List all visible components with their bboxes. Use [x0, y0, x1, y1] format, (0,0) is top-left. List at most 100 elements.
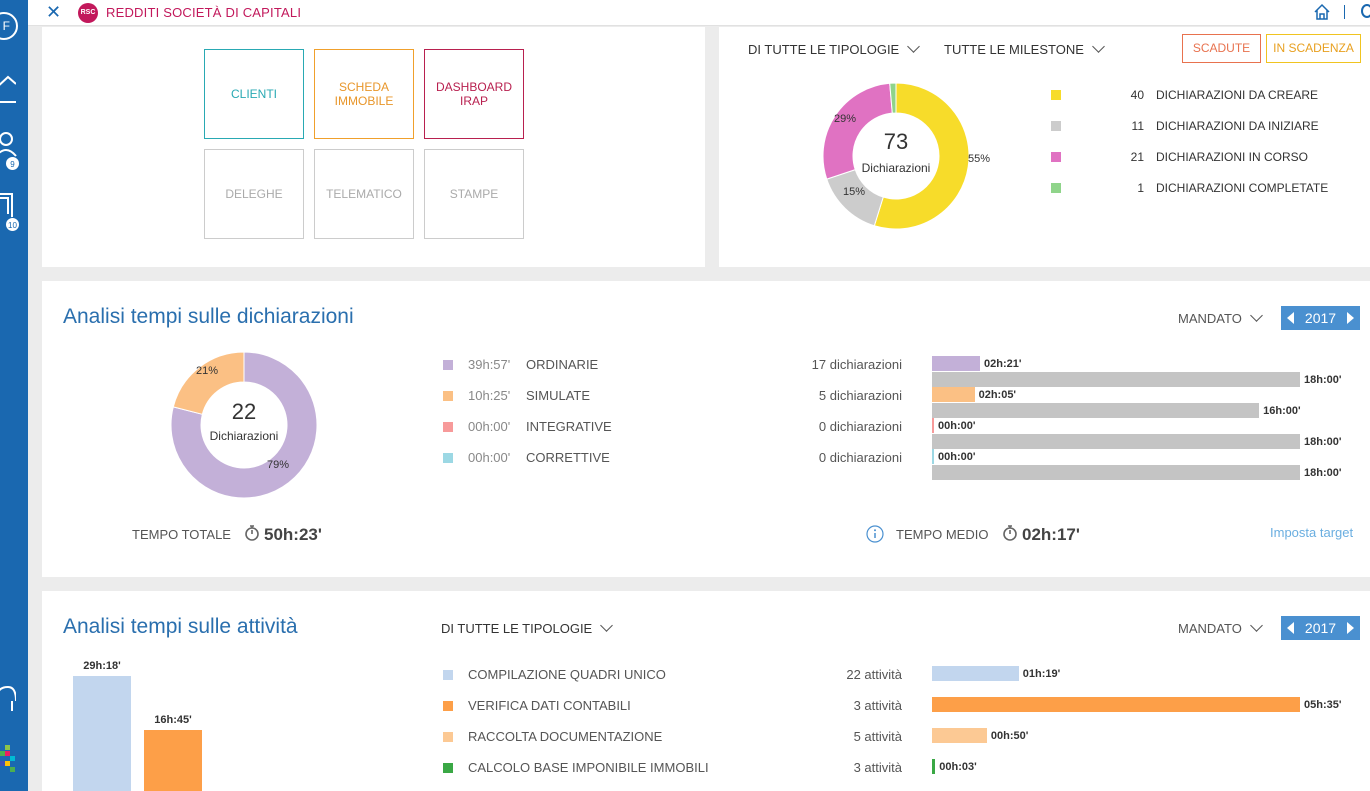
row-time: 10h:25' [468, 388, 511, 403]
tile-deleghe[interactable]: DELEGHE [204, 149, 304, 239]
column-bar[interactable] [73, 676, 131, 791]
imposta-target-link[interactable]: Imposta target [1270, 525, 1354, 540]
target-bar[interactable] [932, 403, 1260, 418]
tipologie-dropdown-label: DI TUTTE LE TIPOLOGIE [748, 42, 900, 57]
next-year-icon[interactable] [1347, 622, 1354, 634]
column-bar-value: 16h:45' [154, 713, 192, 726]
app-title: REDDITI SOCIETÀ DI CAPITALI [106, 5, 302, 20]
close-icon[interactable]: ✕ [46, 2, 62, 22]
chevron-down-icon [1092, 40, 1105, 53]
attivita-tipologie-dropdown[interactable]: DI TUTTE LE TIPOLOGIE [441, 619, 614, 636]
legend-swatch [443, 422, 453, 432]
legend-label[interactable]: DICHIARAZIONI COMPLETATE [1156, 181, 1329, 195]
milestone-dropdown-label: TUTTE LE MILESTONE [944, 42, 1084, 57]
tile-dashboard-irap[interactable]: DASHBOARD IRAP [424, 49, 524, 139]
legend-label[interactable]: DICHIARAZIONI DA INIZIARE [1156, 119, 1319, 133]
home-icon[interactable] [1313, 3, 1331, 26]
legend-label[interactable]: DICHIARAZIONI IN CORSO [1156, 150, 1309, 164]
time-bar-value: 01h:19' [1022, 668, 1061, 680]
row-label: VERIFICA DATI CONTABILI [468, 698, 631, 713]
time-bar-value: 00h:00' [938, 451, 976, 463]
row-label: CORRETTIVE [526, 450, 610, 465]
time-bar[interactable] [932, 697, 1300, 712]
legend-swatch [443, 670, 453, 680]
row-label: COMPILAZIONE QUADRI UNICO [468, 667, 666, 682]
support-headset-icon[interactable] [0, 685, 17, 720]
status-donut-total: 73 [883, 129, 909, 154]
slice-label-create: 55% [968, 153, 991, 165]
target-bar[interactable] [932, 465, 1300, 480]
top-bar: ✕ RSC REDDITI SOCIETÀ DI CAPITALI [28, 0, 1370, 26]
target-bar[interactable] [932, 434, 1300, 449]
status-donut-slice-0[interactable] [873, 83, 969, 229]
status-donut-chart [823, 83, 969, 229]
documents-icon[interactable] [0, 190, 16, 225]
status-donut-slice-3[interactable] [889, 83, 897, 114]
dichiarazioni-donut-slice-1[interactable] [172, 352, 245, 415]
tipologie-dropdown[interactable]: DI TUTTE LE TIPOLOGIE [748, 40, 921, 57]
left-rail: F 9 10 [0, 0, 28, 791]
chevron-down-icon [1249, 309, 1263, 322]
time-bar[interactable] [932, 356, 981, 371]
tile-stampe[interactable]: STAMPE [424, 149, 524, 239]
time-bar-value: 05h:35' [1304, 699, 1342, 711]
documents-badge: 10 [5, 217, 20, 232]
time-bar-value: 02h:21' [984, 358, 1022, 370]
target-bar[interactable] [932, 372, 1300, 387]
time-bar[interactable] [932, 418, 934, 433]
row-time: 00h:00' [468, 419, 511, 434]
legend-count: 11 [1131, 119, 1144, 133]
time-bar-value: 02h:05' [978, 389, 1017, 401]
row-label: ORDINARIE [526, 357, 599, 372]
year-value: 2017 [1304, 310, 1337, 326]
attivita-mandato-dropdown[interactable]: MANDATO [1178, 619, 1263, 636]
scadute-button[interactable]: SCADUTE [1182, 34, 1261, 63]
tile-telematico[interactable]: TELEMATICO [314, 149, 414, 239]
legend-swatch [1051, 90, 1061, 100]
tile-clienti[interactable]: CLIENTI [204, 49, 304, 139]
chevron-down-icon [600, 619, 614, 632]
row-time: 00h:00' [468, 450, 511, 465]
home-icon[interactable] [0, 74, 17, 109]
target-bar-value: 18h:00' [1304, 467, 1342, 479]
mandato-dropdown-label: MANDATO [1178, 311, 1242, 326]
previous-year-icon[interactable] [1287, 312, 1294, 324]
target-bar-value: 18h:00' [1304, 374, 1342, 386]
attivita-title: Analisi tempi sulle attività [63, 615, 298, 638]
row-label: INTEGRATIVE [526, 419, 612, 434]
previous-year-icon[interactable] [1287, 622, 1294, 634]
dichiarazioni-donut-total: 22 [231, 399, 257, 424]
time-bar[interactable] [932, 387, 975, 402]
info-icon[interactable] [866, 525, 884, 548]
app-logo: RSC [78, 3, 98, 23]
row-count: 22 attività [846, 667, 902, 682]
dichiarazioni-donut-slice-0[interactable] [171, 352, 317, 498]
dichiarazioni-panel: Analisi tempi sulle dichiarazioni MANDAT… [42, 281, 1370, 577]
column-bar[interactable] [144, 729, 202, 791]
row-count: 17 dichiarazioni [811, 357, 902, 372]
time-bar[interactable] [932, 728, 987, 743]
user-avatar[interactable]: F [0, 12, 18, 40]
legend-swatch [1051, 121, 1061, 131]
dichiarazioni-donut-chart [171, 352, 317, 498]
dichiarazioni-title: Analisi tempi sulle dichiarazioni [63, 305, 354, 328]
row-count: 5 dichiarazioni [818, 388, 902, 403]
time-bar[interactable] [932, 666, 1019, 681]
clients-icon[interactable] [0, 130, 18, 165]
mandato-dropdown[interactable]: MANDATO [1178, 309, 1263, 326]
row-label: RACCOLTA DOCUMENTAZIONE [468, 729, 663, 744]
next-year-icon[interactable] [1347, 312, 1354, 324]
status-donut-label: Dichiarazioni [861, 161, 931, 175]
time-bar-value: 00h:03' [939, 761, 977, 773]
time-bar[interactable] [932, 449, 934, 464]
time-bar[interactable] [932, 759, 936, 774]
milestone-dropdown[interactable]: TUTTE LE MILESTONE [944, 40, 1105, 57]
settings-icon[interactable] [1361, 4, 1370, 18]
tempo-medio-value: 02h:17' [1022, 525, 1080, 544]
tile-scheda-immobile[interactable]: SCHEDA IMMOBILE [314, 49, 414, 139]
legend-label[interactable]: DICHIARAZIONI DA CREARE [1156, 88, 1319, 102]
attivita-mandato-dropdown-label: MANDATO [1178, 621, 1242, 636]
in-scadenza-button[interactable]: IN SCADENZA [1266, 34, 1361, 63]
avatar-initial: F [2, 19, 10, 33]
slice-label-simulate: 21% [196, 365, 219, 377]
